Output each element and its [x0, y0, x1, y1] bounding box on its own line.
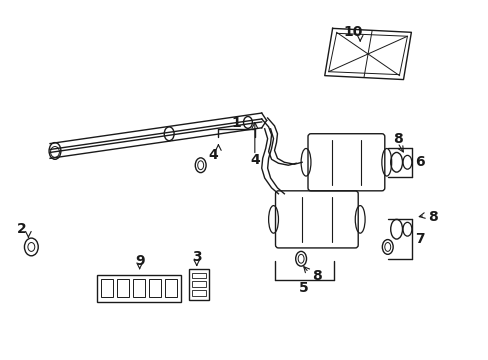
Text: 6: 6: [415, 155, 424, 169]
Text: 4: 4: [208, 148, 218, 162]
Text: 8: 8: [427, 210, 437, 224]
Text: 1: 1: [231, 116, 241, 130]
Text: 8: 8: [392, 132, 402, 146]
Text: 4: 4: [249, 153, 259, 167]
Text: 5: 5: [299, 281, 308, 295]
Text: 8: 8: [311, 270, 321, 283]
Text: 2: 2: [17, 222, 26, 236]
Text: 9: 9: [135, 254, 144, 268]
Text: 10: 10: [343, 25, 362, 39]
Text: 7: 7: [415, 232, 424, 246]
Text: 3: 3: [192, 250, 201, 264]
